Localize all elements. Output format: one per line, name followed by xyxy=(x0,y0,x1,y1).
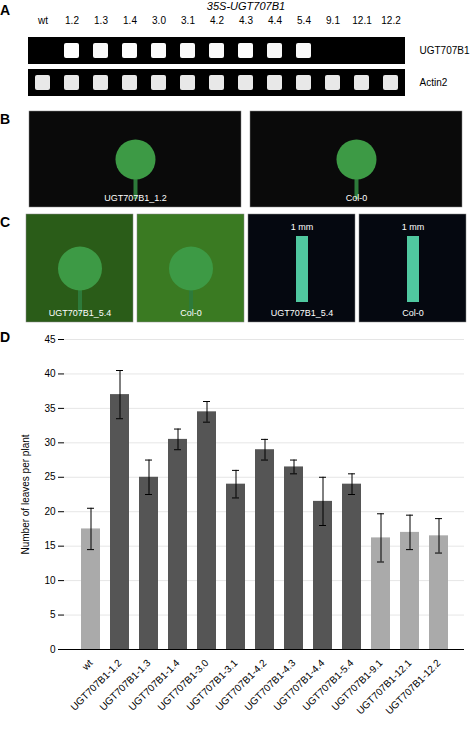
svg-text:1.3: 1.3 xyxy=(94,15,108,26)
html-text:D: D xyxy=(0,329,11,345)
svg-text:Col-0: Col-0 xyxy=(180,308,202,318)
svg-text:1.4: 1.4 xyxy=(123,15,137,26)
svg-text:10: 10 xyxy=(44,575,56,586)
svg-text:1 mm: 1 mm xyxy=(402,222,425,232)
svg-text:UGT707B1_1.2: UGT707B1_1.2 xyxy=(104,193,167,203)
svg-text:wt: wt xyxy=(79,657,95,673)
svg-text:25: 25 xyxy=(44,471,56,482)
svg-text:UGT707B1: UGT707B1 xyxy=(420,45,470,56)
svg-text:UGT707B1-3.1: UGT707B1-3.1 xyxy=(184,657,240,713)
svg-text:5.4: 5.4 xyxy=(297,15,311,26)
svg-text:9.1: 9.1 xyxy=(326,15,340,26)
svg-text:UGT707B1-1.4: UGT707B1-1.4 xyxy=(126,657,182,713)
svg-text:Col-0: Col-0 xyxy=(346,193,368,203)
svg-text:UGT707B1_5.4: UGT707B1_5.4 xyxy=(271,308,334,318)
svg-text:UGT707B1-12.1: UGT707B1-12.1 xyxy=(354,657,414,717)
svg-text:UGT707B1-9.1: UGT707B1-9.1 xyxy=(329,657,385,713)
svg-text:3.0: 3.0 xyxy=(152,15,166,26)
svg-text:45: 45 xyxy=(44,334,56,345)
svg-text:UGT707B1-4.2: UGT707B1-4.2 xyxy=(213,657,269,713)
svg-text:UGT707B1-3.0: UGT707B1-3.0 xyxy=(155,657,211,713)
html-text:35S-UGT707B1: 35S-UGT707B1 xyxy=(206,0,286,12)
svg-text:UGT707B1-4.3: UGT707B1-4.3 xyxy=(242,657,298,713)
svg-text:UGT707B1-1.3: UGT707B1-1.3 xyxy=(97,657,153,713)
svg-text:UGT707B1_5.4: UGT707B1_5.4 xyxy=(49,308,112,318)
html-text:C: C xyxy=(0,214,11,230)
svg-text:20: 20 xyxy=(44,506,56,517)
svg-text:40: 40 xyxy=(44,368,56,379)
svg-text:Col-0: Col-0 xyxy=(402,308,424,318)
svg-text:UGT707B1-4.4: UGT707B1-4.4 xyxy=(271,657,327,713)
svg-text:12.2: 12.2 xyxy=(381,15,401,26)
svg-text:15: 15 xyxy=(44,540,56,551)
svg-text:4.2: 4.2 xyxy=(210,15,224,26)
svg-text:4.3: 4.3 xyxy=(239,15,253,26)
svg-text:30: 30 xyxy=(44,437,56,448)
svg-text:1.2: 1.2 xyxy=(65,15,79,26)
svg-text:12.1: 12.1 xyxy=(352,15,372,26)
svg-text:4.4: 4.4 xyxy=(268,15,282,26)
svg-text:Number of leaves per plant: Number of leaves per plant xyxy=(20,434,31,554)
svg-text:UGT707B1-1.2: UGT707B1-1.2 xyxy=(68,657,124,713)
html-text:A: A xyxy=(0,2,11,18)
svg-text:1 mm: 1 mm xyxy=(291,222,314,232)
svg-text:3.1: 3.1 xyxy=(181,15,195,26)
html-text:B: B xyxy=(0,111,11,127)
svg-text:5: 5 xyxy=(50,609,56,620)
svg-text:UGT707B1-5.4: UGT707B1-5.4 xyxy=(300,657,356,713)
svg-text:35: 35 xyxy=(44,403,56,414)
svg-text:wt: wt xyxy=(37,15,48,26)
svg-text:Actin2: Actin2 xyxy=(420,77,448,88)
svg-text:UGT707B1-12.2: UGT707B1-12.2 xyxy=(383,657,443,717)
svg-text:0: 0 xyxy=(50,644,56,655)
